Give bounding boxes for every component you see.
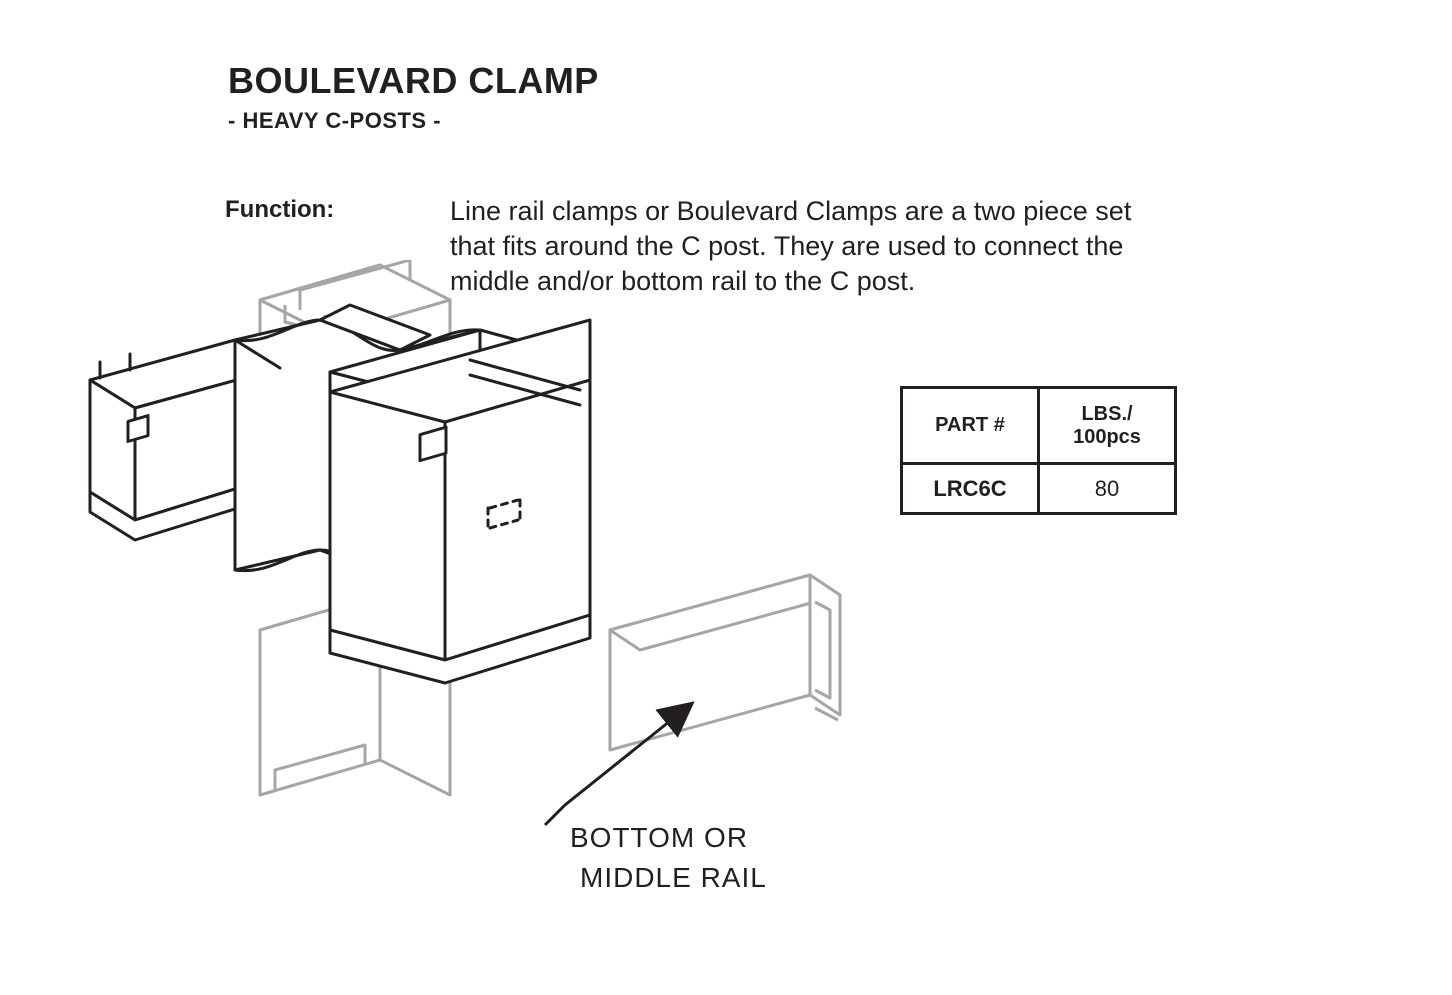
page: BOULEVARD CLAMP - HEAVY C-POSTS - Functi… <box>0 0 1452 995</box>
spec-table-cell-part: LRC6C <box>902 464 1039 514</box>
spec-table-row: LRC6C 80 <box>902 464 1176 514</box>
callout-text-line-2: MIDDLE RAIL <box>580 862 767 894</box>
page-subtitle: - HEAVY C-POSTS - <box>228 108 441 134</box>
callout-text-line-1: BOTTOM OR <box>570 822 748 854</box>
spec-table-header-lbs: LBS./ 100pcs <box>1039 388 1176 464</box>
page-title: BOULEVARD CLAMP <box>228 60 599 102</box>
clamp-diagram <box>70 260 850 890</box>
rail-piece <box>610 575 840 750</box>
boulevard-clamp <box>90 305 590 683</box>
spec-table-header-part: PART # <box>902 388 1039 464</box>
spec-table: PART # LBS./ 100pcs LRC6C 80 <box>900 386 1177 515</box>
function-label: Function: <box>225 196 334 224</box>
spec-table-cell-lbs: 80 <box>1039 464 1176 514</box>
